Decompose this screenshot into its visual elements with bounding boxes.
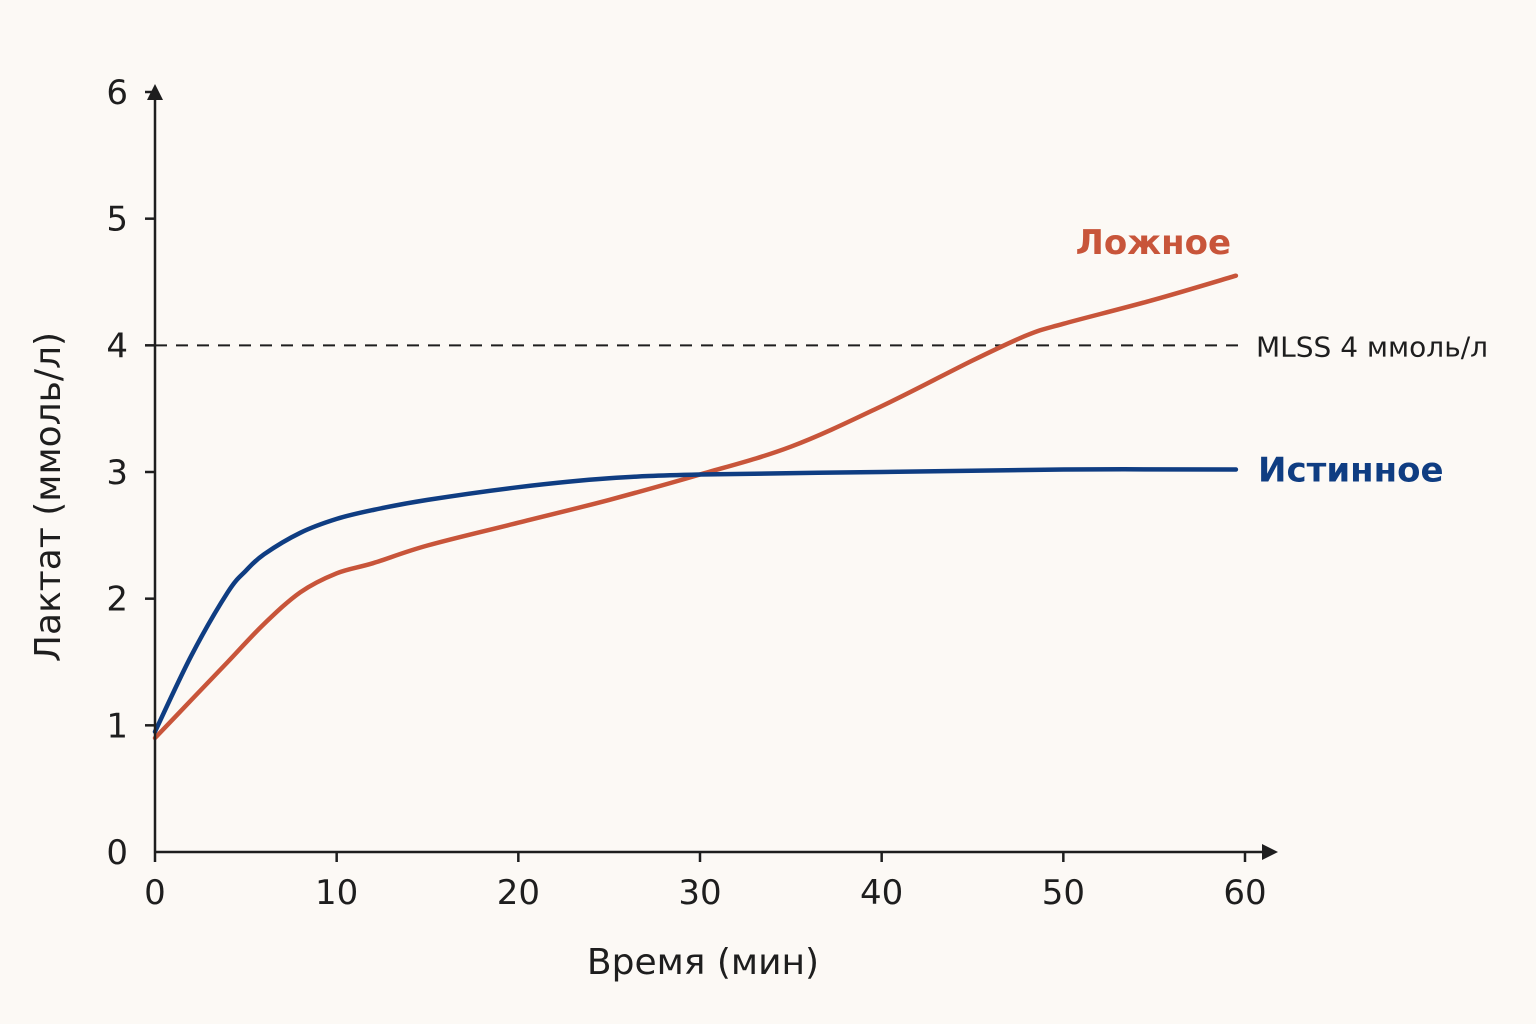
y-tick-label: 3 bbox=[106, 453, 128, 493]
series-label-2: Истинное bbox=[1258, 450, 1444, 490]
y-tick-label: 2 bbox=[106, 580, 128, 620]
series-labels-group: Ложное Истинное bbox=[1076, 223, 1444, 490]
x-tick-label: 10 bbox=[315, 873, 358, 913]
series-line-1 bbox=[152, 273, 1239, 741]
series-line-2 bbox=[152, 467, 1239, 734]
y-tick-label: 4 bbox=[106, 326, 128, 366]
x-tick-label: 30 bbox=[678, 873, 721, 913]
series-group bbox=[152, 273, 1239, 741]
x-tick-label: 50 bbox=[1042, 873, 1085, 913]
mlss-reference-label: MLSS 4 ммоль/л bbox=[1256, 330, 1488, 363]
x-axis-label: Время (мин) bbox=[587, 942, 819, 983]
x-axis-arrow bbox=[1262, 844, 1278, 860]
series-label-1: Ложное bbox=[1076, 223, 1231, 263]
x-tick-label: 40 bbox=[860, 873, 903, 913]
reference-line-group: MLSS 4 ммоль/л bbox=[155, 330, 1488, 363]
y-axis-label: Лактат (ммоль/л) bbox=[28, 332, 69, 662]
x-tick-label: 20 bbox=[497, 873, 540, 913]
y-tick-label: 0 bbox=[106, 833, 128, 873]
y-tick-label: 6 bbox=[106, 73, 128, 113]
x-tick-label: 60 bbox=[1223, 873, 1266, 913]
y-tick-label: 1 bbox=[106, 706, 128, 746]
x-tick-label: 0 bbox=[144, 873, 166, 913]
y-tick-label: 5 bbox=[106, 200, 128, 240]
ticks-group: 0 10 20 30 40 50 60 0 1 2 3 4 5 6 bbox=[106, 73, 1266, 913]
